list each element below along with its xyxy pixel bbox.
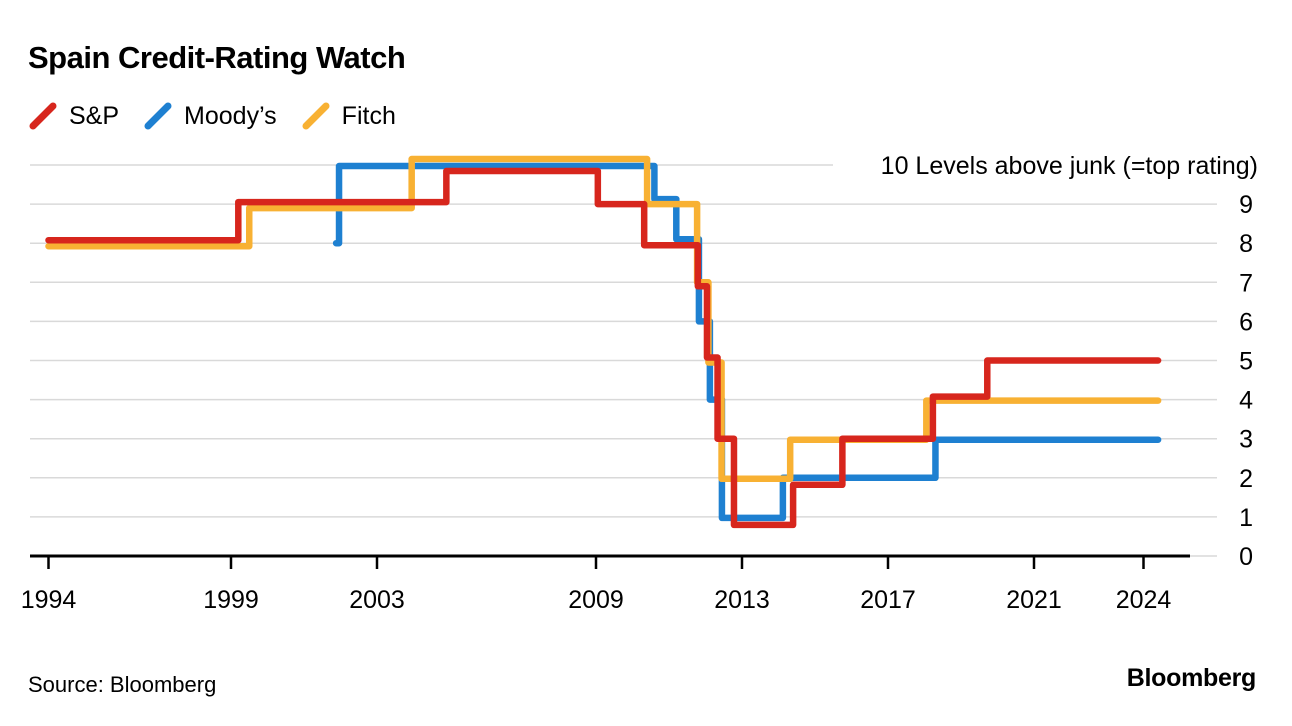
legend-item-moodys: Moody’s [143, 101, 277, 131]
legend-label-moodys: Moody’s [184, 101, 277, 130]
y-tick-label: 1 [1239, 504, 1253, 532]
y-tick-label: 4 [1239, 387, 1253, 415]
y-tick-label: 7 [1239, 269, 1253, 297]
series-line-Moody’s [332, 162, 1162, 522]
y-tick-label: 9 [1239, 191, 1253, 219]
page-title: Spain Credit-Rating Watch [28, 40, 406, 75]
y-tick-label: 8 [1239, 230, 1253, 258]
bloomberg-logo: Bloomberg [1126, 664, 1257, 692]
legend-label-sp: S&P [69, 101, 120, 130]
series-line-S&P [45, 167, 1162, 529]
sp-line-swatch-icon [29, 102, 57, 130]
x-tick-label: 2017 [860, 586, 916, 614]
x-tick-label: 2013 [714, 586, 770, 614]
x-tick-label: 2003 [349, 586, 405, 614]
x-tick-label: 2009 [568, 586, 624, 614]
x-tick-label: 2021 [1006, 586, 1062, 614]
y-tick-label: 5 [1239, 348, 1253, 376]
legend-label-fitch: Fitch [341, 101, 396, 130]
legend-item-sp: S&P [28, 101, 119, 131]
fitch-line-swatch-icon [302, 102, 330, 130]
y-tick-label: 0 [1239, 543, 1253, 571]
y-tick-label: 2 [1239, 465, 1253, 493]
y-axis-note: 10 Levels above junk (=top rating) [881, 152, 1258, 180]
chart-legend: S&P Moody’s Fitch [28, 101, 396, 131]
x-tick-label: 2024 [1116, 586, 1172, 614]
legend-item-fitch: Fitch [301, 101, 396, 131]
series-line-Fitch [45, 155, 1162, 483]
y-tick-label: 6 [1239, 308, 1253, 336]
y-tick-label: 3 [1239, 426, 1253, 454]
moodys-line-swatch-icon [144, 102, 172, 130]
x-tick-label: 1994 [21, 586, 77, 614]
x-tick-label: 1999 [203, 586, 259, 614]
source-credit: Source: Bloomberg [28, 672, 217, 697]
